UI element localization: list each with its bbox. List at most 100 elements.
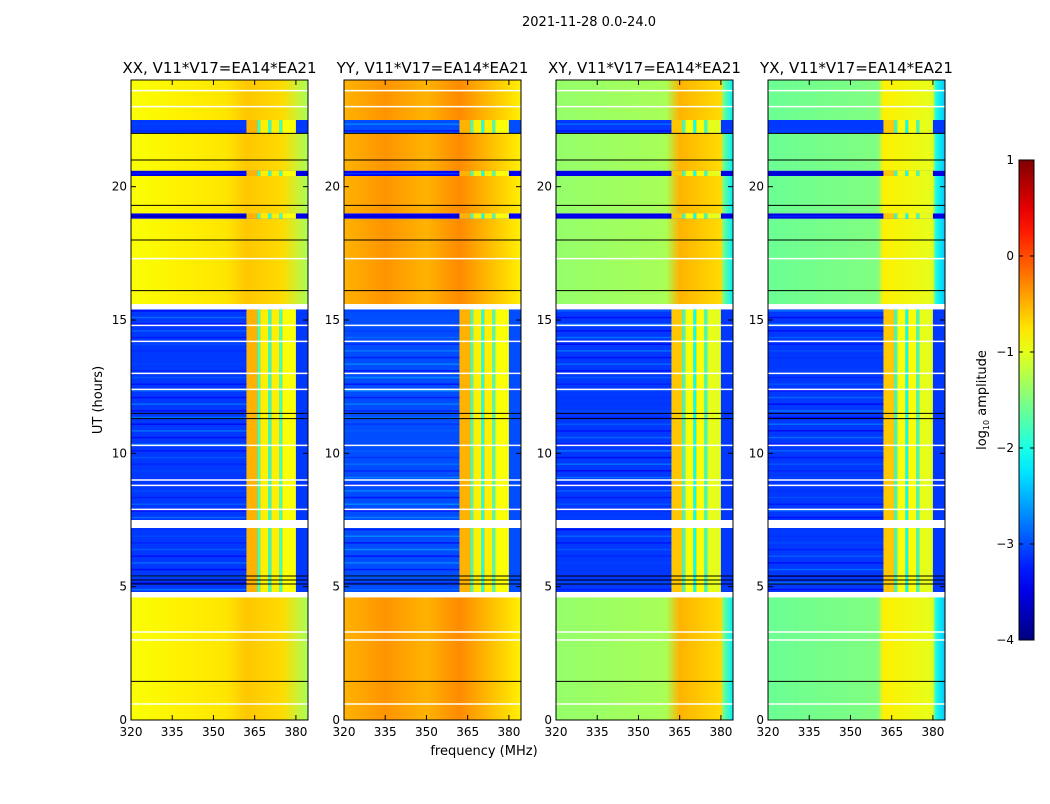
- noise-row: [131, 376, 247, 379]
- noise-row: [131, 323, 247, 325]
- rfi-cell: [682, 120, 686, 134]
- noise-row: [131, 483, 247, 485]
- rfi-cell: [282, 213, 296, 219]
- flagged-band: [131, 304, 308, 310]
- noise-row: [344, 503, 460, 505]
- noise-row: [131, 450, 247, 452]
- heatmap-cell: [768, 218, 945, 304]
- y-tick-label: 10: [537, 446, 552, 460]
- noise-row: [131, 476, 247, 479]
- heatmap-cell: [768, 176, 945, 214]
- x-tick-label: 365: [880, 725, 903, 739]
- noise-row: [131, 356, 247, 359]
- rfi-cell: [492, 213, 496, 219]
- noise-row: [344, 316, 460, 319]
- rfi-cell: [897, 213, 906, 219]
- noise-row: [344, 528, 460, 531]
- rfi-cell: [704, 309, 708, 520]
- noise-row: [344, 310, 460, 312]
- noise-row: [556, 416, 672, 419]
- rfi-cell: [916, 528, 920, 592]
- noise-row: [131, 456, 247, 459]
- heatmap-cell: [344, 218, 521, 304]
- rfi-cell: [883, 213, 895, 219]
- noise-row: [131, 582, 247, 584]
- noise-row: [131, 516, 247, 519]
- panel-title: YX, V11*V17=EA14*EA21: [759, 59, 953, 77]
- noise-row: [556, 582, 672, 584]
- flagged-band: [344, 592, 521, 598]
- noise-row: [768, 456, 884, 459]
- noise-row: [768, 330, 884, 332]
- rfi-cell: [484, 120, 493, 134]
- heatmap-cell: [768, 597, 945, 720]
- rfi-cell: [883, 170, 895, 176]
- heatmap-cell: [131, 176, 308, 214]
- rfi-cell: [916, 213, 920, 219]
- noise-row: [131, 416, 247, 419]
- x-tick-label: 365: [243, 725, 266, 739]
- rfi-cell: [282, 120, 296, 134]
- noise-row: [556, 390, 672, 392]
- rfi-cell: [495, 309, 509, 520]
- flagged-band: [556, 592, 733, 598]
- noise-row: [344, 172, 460, 175]
- panel-frame: [343, 79, 522, 721]
- noise-row: [344, 383, 460, 385]
- rfi-cell: [481, 309, 485, 520]
- rfi-cell: [883, 120, 895, 134]
- y-tick-label: 20: [537, 180, 552, 194]
- noise-row: [556, 336, 672, 339]
- noise-row: [768, 548, 884, 551]
- x-tick-label: 320: [120, 725, 143, 739]
- noise-row: [768, 588, 884, 591]
- noise-row: [344, 330, 460, 332]
- flagged-band: [768, 592, 945, 598]
- rfi-cell: [271, 170, 280, 176]
- rfi-cell: [470, 213, 474, 219]
- rfi-cell: [282, 528, 296, 592]
- rfi-cell: [279, 120, 283, 134]
- rfi-cell: [905, 170, 909, 176]
- rfi-cell: [916, 120, 920, 134]
- noise-row: [344, 535, 460, 537]
- rfi-cell: [470, 528, 474, 592]
- noise-row: [131, 555, 247, 557]
- noise-row: [344, 343, 460, 345]
- rfi-cell: [685, 170, 694, 176]
- rfi-cell: [246, 528, 258, 592]
- heatmap-cell: [131, 597, 308, 720]
- rfi-cell: [279, 170, 283, 176]
- heatmap-cell: [131, 80, 308, 120]
- noise-row: [556, 568, 672, 571]
- rfi-cell: [685, 528, 694, 592]
- colorbar-tick-label: −4: [996, 633, 1014, 647]
- noise-row: [556, 370, 672, 372]
- colorbar-tick-label: −1: [996, 345, 1014, 359]
- rfi-cell: [268, 170, 272, 176]
- x-tick-label: 350: [839, 725, 862, 739]
- rfi-cell: [246, 309, 258, 520]
- rfi-cell: [707, 120, 721, 134]
- noise-row: [131, 528, 247, 531]
- rfi-cell: [459, 309, 471, 520]
- noise-row: [768, 383, 884, 385]
- panel-title: XX, V11*V17=EA14*EA21: [122, 59, 316, 77]
- rfi-cell: [671, 213, 683, 219]
- heatmap-cell: [344, 176, 521, 214]
- noise-row: [131, 172, 247, 175]
- panel-xx: XX, V11*V17=EA14*EA21 320 335 350 365 380 0 5 10…: [112, 59, 317, 739]
- flagged-band: [556, 304, 733, 310]
- noise-row: [344, 582, 460, 584]
- noise-row: [768, 470, 884, 472]
- rfi-cell: [257, 213, 261, 219]
- panel-title: YY, V11*V17=EA14*EA21: [336, 59, 529, 77]
- noise-row: [768, 356, 884, 359]
- noise-row: [344, 370, 460, 372]
- rfi-cell: [704, 170, 708, 176]
- heatmap-cell: [556, 597, 733, 720]
- rfi-cell: [685, 213, 694, 219]
- flagged-band: [768, 520, 945, 528]
- colorbar-tick-label: 0: [1006, 249, 1014, 263]
